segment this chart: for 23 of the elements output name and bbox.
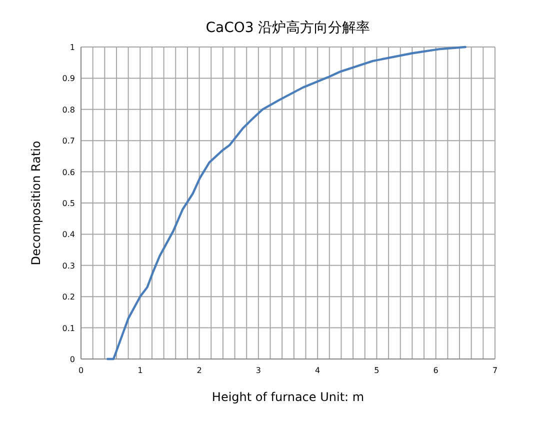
x-tick-label: 7 [492,366,498,375]
y-tick-label: 0.3 [62,261,75,270]
y-tick-label: 0.5 [62,199,75,208]
y-tick-label: 0.7 [62,136,75,146]
y-tick-label: 0.6 [62,168,75,177]
y-tick-label: 0.2 [62,292,75,302]
y-tick-label: 0.1 [62,324,75,333]
x-tick-label: 5 [374,366,380,375]
x-tick-label: 3 [256,366,261,375]
y-axis-title: Decomposition Ratio [29,140,43,266]
x-tick-label: 1 [138,366,143,375]
line-series [106,46,467,360]
y-tick-label: 1 [70,43,75,52]
chart-title: CaCO3 沿炉高方向分解率 [206,20,370,36]
x-tick-label: 6 [433,366,438,375]
y-tick-label: 0.9 [62,74,75,84]
y-tick-label: 0.8 [62,105,75,114]
x-tick-label: 4 [315,366,320,375]
x-axis-title: Height of furnace Unit: m [212,390,364,404]
x-tick-label: 0 [78,366,84,375]
x-tick-label: 2 [196,366,202,375]
y-tick-label: 0 [70,355,75,364]
y-tick-label: 0.4 [62,230,75,240]
